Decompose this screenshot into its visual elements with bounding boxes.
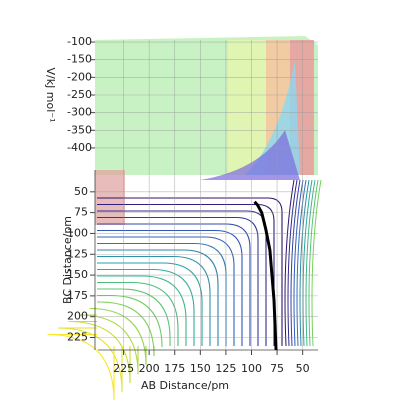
x-tick-label: 150 [190, 362, 211, 375]
contour-line [293, 179, 304, 347]
contour-line [299, 179, 310, 347]
contour-line [97, 268, 195, 346]
x-tick-label: 225 [113, 362, 134, 375]
z-tick-label: -150 [67, 53, 92, 66]
contour-line [97, 229, 243, 346]
contour-line [284, 179, 295, 347]
contour-line [302, 179, 313, 347]
contour-line [97, 216, 259, 346]
contour-line [57, 327, 123, 393]
contour-line [308, 179, 319, 347]
contour-line [89, 307, 147, 366]
y-tick-label: 75 [74, 206, 88, 219]
z-tick-label: -300 [67, 106, 92, 119]
contour-line [296, 179, 307, 347]
x-tick-label: 175 [164, 362, 185, 375]
contour-line [78, 314, 139, 375]
contour-line [97, 262, 203, 346]
surface-band [228, 40, 266, 175]
contour-line [97, 281, 179, 346]
contour-line [97, 236, 235, 346]
contour-line [47, 333, 115, 402]
contour-line [97, 288, 171, 346]
x-tick-label: 100 [241, 362, 262, 375]
contour-line [290, 179, 301, 347]
contour-line [311, 179, 322, 347]
z-tick-label: -200 [67, 70, 92, 83]
y-tick-label: 175 [67, 289, 88, 302]
x-tick-label: 50 [296, 362, 310, 375]
x-tick-label: 75 [270, 362, 284, 375]
trajectory [253, 200, 278, 351]
z-tick-label: -250 [67, 88, 92, 101]
x-axis-label: AB Distance/pm [141, 379, 229, 392]
y-tick-label: 100 [67, 226, 88, 239]
y-tick-label: 200 [67, 310, 88, 323]
contour-line [97, 301, 155, 357]
contours [47, 179, 322, 402]
contour-line [305, 179, 316, 347]
x-tick-label: 125 [215, 362, 236, 375]
surface-band [200, 130, 300, 180]
z-tick-label: -400 [67, 141, 92, 154]
y-tick-label: 225 [67, 331, 88, 344]
contour-line [97, 197, 283, 346]
contour-line [287, 179, 298, 347]
contour-line [68, 320, 131, 384]
z-axis-label: V/kJ mol⁻¹ [44, 67, 57, 122]
y-tick-label: 50 [74, 185, 88, 198]
y-tick-label: 150 [67, 268, 88, 281]
y-axis-label: BC Distance/pm [61, 216, 74, 304]
contour-line [97, 242, 227, 346]
contour-line [97, 249, 219, 346]
z-tick-label: -100 [67, 35, 92, 48]
z-tick-label: -350 [67, 123, 92, 136]
y-tick-label: 125 [67, 247, 88, 260]
x-tick-label: 200 [139, 362, 160, 375]
